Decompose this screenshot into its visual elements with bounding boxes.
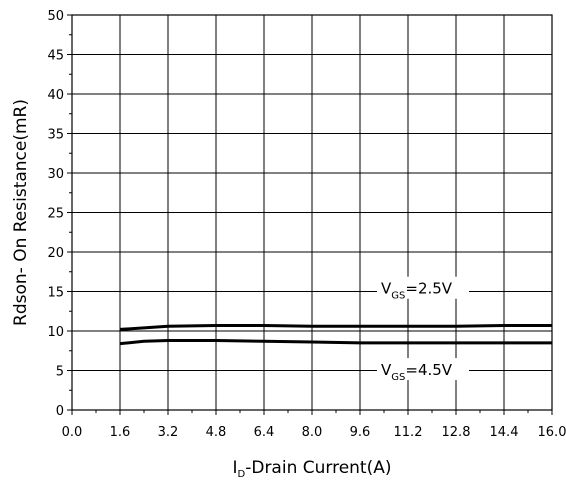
x-tick-label: 11.2 — [394, 425, 423, 440]
series-label-rest: =4.5V — [405, 361, 452, 379]
x-tick-label: 3.2 — [158, 425, 179, 440]
x-tick-label: 14.4 — [490, 425, 519, 440]
series-label-bg — [377, 276, 469, 299]
series-label-1: VGS=2.5V — [381, 280, 453, 302]
series-line-2 — [119, 338, 552, 346]
axis-ticks: 0.0 1.6 3.2 4.8 6.4 8.0 9.6 11.2 12.8 14.4 16.0 0 5 1… — [47, 9, 566, 440]
y-tick-label: 40 — [47, 88, 64, 103]
y-tick-label: 30 — [47, 167, 64, 182]
y-tick-label: 35 — [47, 128, 64, 143]
y-tick-label: 15 — [47, 286, 64, 301]
series-label-2: VGS=4.5V — [381, 361, 453, 383]
y-tick-label: 45 — [47, 49, 64, 64]
x-axis-label-rest: -Drain Current(A) — [245, 458, 391, 478]
x-tick-label: 12.8 — [442, 425, 471, 440]
x-tick-label: 8.0 — [302, 425, 323, 440]
series-label-main: V — [381, 361, 392, 379]
grid — [72, 15, 552, 410]
series-label-sub: GS — [391, 291, 405, 302]
x-axis-label-sub: D — [238, 469, 246, 480]
x-tick-label: 16.0 — [538, 425, 566, 440]
series-label-main: V — [381, 280, 392, 298]
y-axis-label: Rdson- On Resistance(mR) — [11, 99, 31, 326]
axis-labels: ID-Drain Current(A) Rdson- On Resistance(… — [11, 99, 392, 480]
series-label-bg — [377, 358, 469, 381]
x-tick-label: 6.4 — [254, 425, 275, 440]
y-tick-label: 10 — [47, 325, 64, 340]
x-tick-label: 0.0 — [62, 425, 83, 440]
x-axis-label-main: I — [233, 458, 238, 478]
x-tick-label: 9.6 — [350, 425, 371, 440]
series-label-sub: GS — [391, 372, 405, 383]
x-tick-label: 4.8 — [206, 425, 227, 440]
y-tick-label: 0 — [56, 404, 64, 419]
x-axis-label: ID-Drain Current(A) — [233, 458, 392, 480]
y-tick-label: 50 — [47, 9, 64, 24]
y-tick-label: 5 — [56, 365, 64, 380]
y-tick-label: 25 — [47, 207, 64, 222]
y-tick-label: 20 — [47, 246, 64, 261]
x-tick-label: 1.6 — [110, 425, 131, 440]
series-line-1 — [119, 323, 552, 331]
series-label-rest: =2.5V — [405, 280, 452, 298]
